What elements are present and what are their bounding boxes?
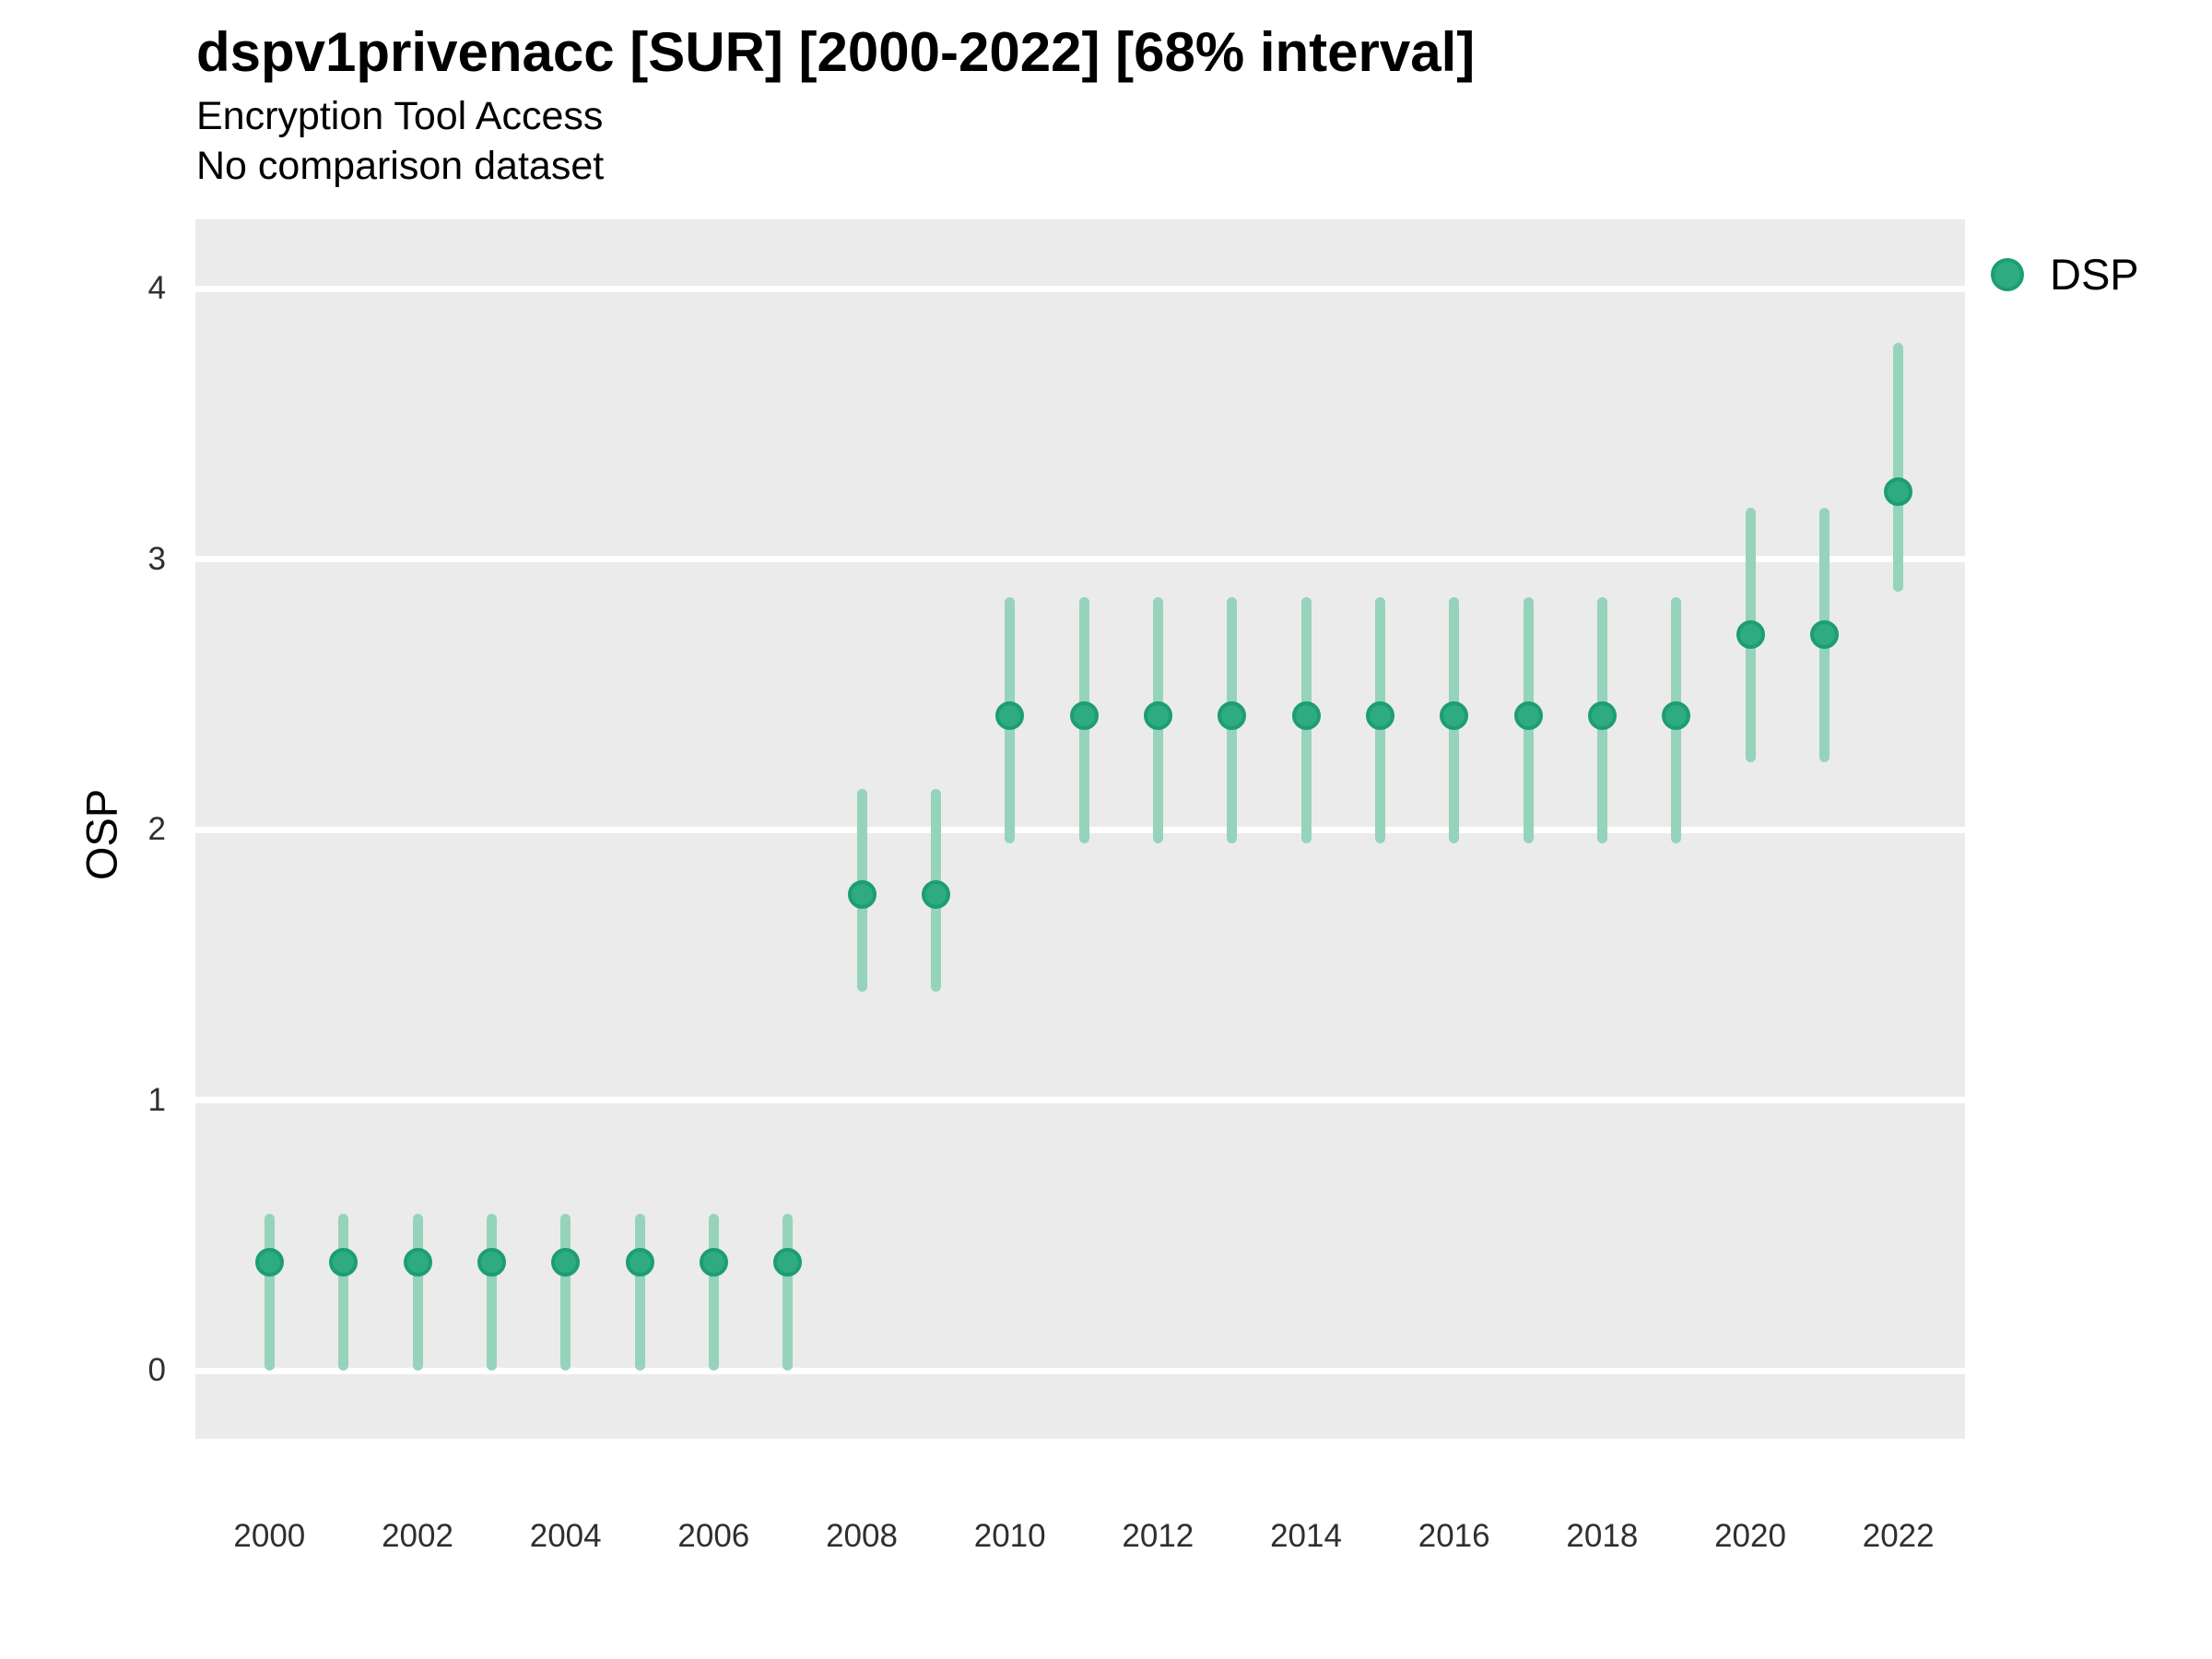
data-point-2006: [699, 1248, 728, 1277]
data-point-2018: [1587, 701, 1617, 731]
data-point-2017: [1513, 701, 1543, 731]
interval-bar-2003: [486, 1213, 497, 1371]
x-tick-label-2010: 2010: [973, 1518, 1046, 1554]
data-point-2013: [1218, 701, 1247, 731]
data-point-2000: [254, 1248, 284, 1277]
data-point-2016: [1440, 701, 1469, 731]
data-point-2002: [403, 1248, 432, 1277]
y-tick-label-4: 4: [147, 270, 166, 307]
interval-bar-2022: [1893, 342, 1904, 592]
y-tick-label-1: 1: [147, 1081, 166, 1118]
x-tick-label-2016: 2016: [1418, 1518, 1490, 1554]
chart-title: dspv1privenacc [SUR] [2000-2022] [68% in…: [196, 21, 1476, 83]
data-point-2015: [1365, 701, 1394, 731]
gridline-y-4: [195, 285, 1965, 292]
x-tick-label-2006: 2006: [677, 1518, 750, 1554]
x-tick-label-2018: 2018: [1566, 1518, 1639, 1554]
interval-bar-2005: [634, 1213, 645, 1371]
interval-bar-2002: [412, 1213, 423, 1371]
x-tick-label-2022: 2022: [1862, 1518, 1935, 1554]
interval-bar-2006: [708, 1213, 719, 1371]
x-tick-label-2008: 2008: [826, 1518, 898, 1554]
data-point-2001: [329, 1248, 359, 1277]
y-tick-label-0: 0: [147, 1352, 166, 1389]
data-point-2008: [847, 880, 877, 910]
data-point-2010: [995, 701, 1025, 731]
x-tick-label-2000: 2000: [233, 1518, 306, 1554]
data-point-2020: [1735, 620, 1765, 650]
gridline-y-1: [195, 1097, 1965, 1104]
chart-note: No comparison dataset: [196, 144, 605, 188]
interval-bar-2001: [338, 1213, 349, 1371]
x-tick-label-2020: 2020: [1714, 1518, 1786, 1554]
interval-bar-2004: [560, 1213, 571, 1371]
legend: DSP: [1991, 250, 2139, 299]
data-point-2005: [625, 1248, 654, 1277]
interval-bar-2007: [782, 1213, 794, 1371]
data-point-2012: [1143, 701, 1172, 731]
data-point-2014: [1291, 701, 1321, 731]
plot-panel: [195, 219, 1965, 1439]
data-point-2021: [1809, 620, 1839, 650]
data-point-2019: [1662, 701, 1691, 731]
data-point-2022: [1884, 477, 1913, 506]
gridline-y-0: [195, 1367, 1965, 1374]
data-point-2009: [921, 880, 950, 910]
data-point-2007: [773, 1248, 803, 1277]
x-tick-label-2012: 2012: [1122, 1518, 1194, 1554]
y-tick-label-2: 2: [147, 811, 166, 848]
interval-bar-2000: [264, 1213, 275, 1371]
y-tick-label-3: 3: [147, 540, 166, 577]
legend-label: DSP: [2050, 250, 2139, 299]
data-point-2004: [551, 1248, 581, 1277]
x-tick-label-2002: 2002: [382, 1518, 453, 1554]
x-tick-label-2014: 2014: [1270, 1518, 1342, 1554]
chart-subtitle: Encryption Tool Access: [196, 94, 604, 138]
data-point-2011: [1069, 701, 1099, 731]
legend-point-icon: [1991, 258, 2024, 291]
gridline-y-3: [195, 556, 1965, 563]
data-point-2003: [477, 1248, 506, 1277]
x-tick-label-2004: 2004: [529, 1518, 602, 1554]
